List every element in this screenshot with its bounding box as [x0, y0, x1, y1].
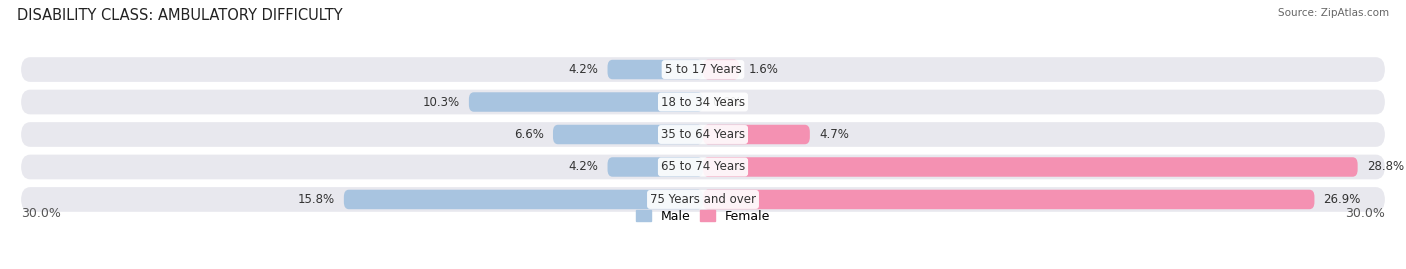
Text: 4.7%: 4.7%: [818, 128, 849, 141]
FancyBboxPatch shape: [703, 190, 1315, 209]
Text: 10.3%: 10.3%: [423, 95, 460, 108]
FancyBboxPatch shape: [21, 122, 1385, 147]
FancyBboxPatch shape: [607, 60, 703, 79]
FancyBboxPatch shape: [703, 60, 740, 79]
Text: 30.0%: 30.0%: [1346, 207, 1385, 220]
Text: 15.8%: 15.8%: [298, 193, 335, 206]
Text: 5 to 17 Years: 5 to 17 Years: [665, 63, 741, 76]
Text: 0.0%: 0.0%: [711, 95, 742, 108]
FancyBboxPatch shape: [703, 157, 1358, 177]
Text: 1.6%: 1.6%: [748, 63, 779, 76]
FancyBboxPatch shape: [21, 155, 1385, 179]
Legend: Male, Female: Male, Female: [636, 210, 770, 223]
FancyBboxPatch shape: [344, 190, 703, 209]
Text: 4.2%: 4.2%: [568, 161, 599, 174]
FancyBboxPatch shape: [468, 92, 703, 112]
FancyBboxPatch shape: [703, 125, 810, 144]
Text: 30.0%: 30.0%: [21, 207, 60, 220]
Text: 75 Years and over: 75 Years and over: [650, 193, 756, 206]
Text: 28.8%: 28.8%: [1367, 161, 1403, 174]
FancyBboxPatch shape: [21, 57, 1385, 82]
FancyBboxPatch shape: [607, 157, 703, 177]
FancyBboxPatch shape: [21, 187, 1385, 212]
Text: Source: ZipAtlas.com: Source: ZipAtlas.com: [1278, 8, 1389, 18]
FancyBboxPatch shape: [553, 125, 703, 144]
Text: 6.6%: 6.6%: [515, 128, 544, 141]
Text: 65 to 74 Years: 65 to 74 Years: [661, 161, 745, 174]
Text: DISABILITY CLASS: AMBULATORY DIFFICULTY: DISABILITY CLASS: AMBULATORY DIFFICULTY: [17, 8, 343, 23]
Text: 18 to 34 Years: 18 to 34 Years: [661, 95, 745, 108]
Text: 26.9%: 26.9%: [1323, 193, 1361, 206]
Text: 4.2%: 4.2%: [568, 63, 599, 76]
Text: 35 to 64 Years: 35 to 64 Years: [661, 128, 745, 141]
FancyBboxPatch shape: [21, 90, 1385, 114]
